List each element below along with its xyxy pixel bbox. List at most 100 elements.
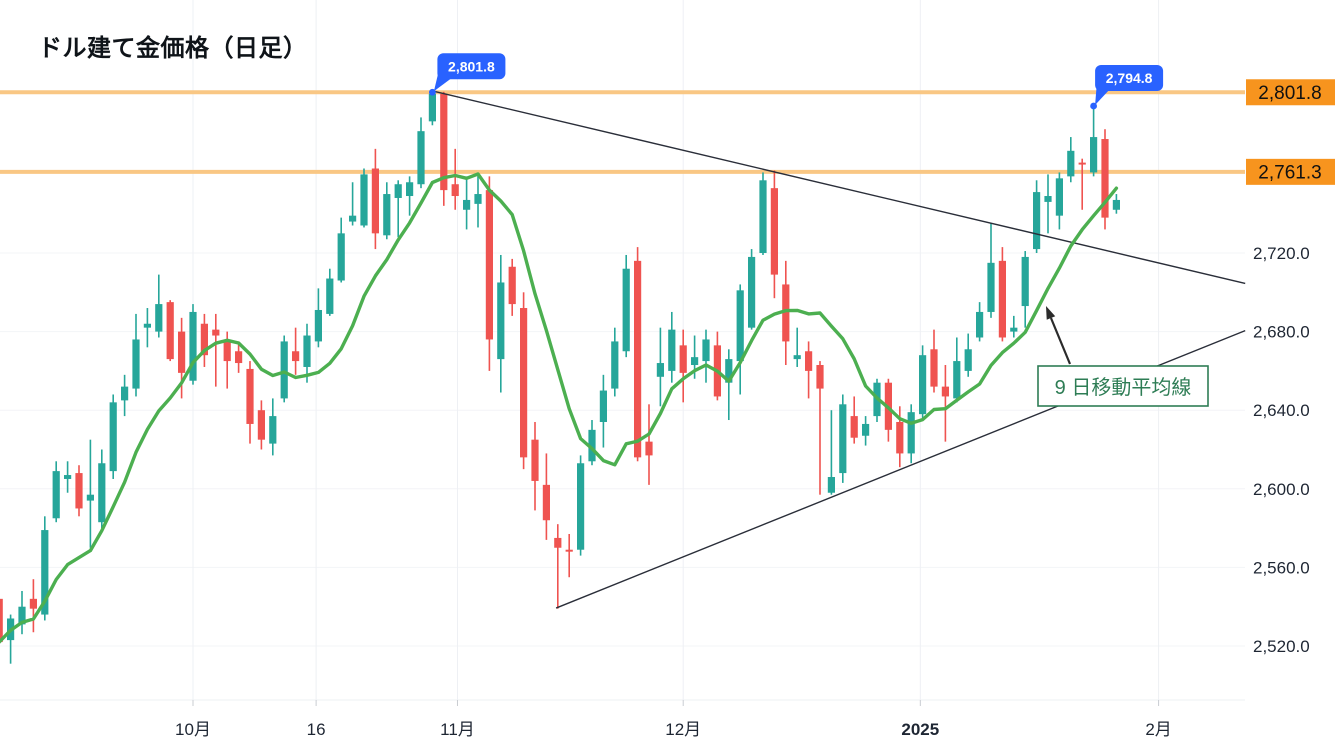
candle-body bbox=[246, 368, 254, 424]
candle-body bbox=[292, 351, 300, 362]
candle-body bbox=[280, 341, 288, 399]
candle-body bbox=[166, 302, 174, 360]
candle-body bbox=[189, 311, 197, 381]
ma-line bbox=[0, 172, 1119, 644]
candle-wick bbox=[557, 524, 559, 609]
candle-body bbox=[75, 473, 83, 509]
candle-body bbox=[485, 190, 493, 340]
candle-body bbox=[1101, 139, 1109, 218]
candle-body bbox=[1112, 199, 1120, 210]
chart-title: ドル建て金価格（日足） bbox=[38, 35, 308, 62]
candle-body bbox=[497, 282, 505, 360]
candle-body bbox=[987, 262, 995, 312]
candle-body bbox=[360, 174, 368, 226]
callout-balloon[interactable] bbox=[437, 53, 506, 80]
candle-body bbox=[1010, 327, 1018, 332]
candle-body bbox=[998, 260, 1006, 338]
candle-body bbox=[269, 416, 277, 444]
candle-body bbox=[371, 168, 379, 234]
candle-body bbox=[1067, 150, 1075, 177]
candle-wick bbox=[796, 327, 798, 367]
candle-body bbox=[394, 184, 402, 198]
candle-body bbox=[656, 363, 664, 377]
candle-body bbox=[474, 194, 482, 204]
candle-body bbox=[440, 93, 448, 191]
candle-body bbox=[816, 365, 824, 389]
candle-body bbox=[200, 323, 208, 356]
candle-body bbox=[257, 410, 265, 440]
callout-label: 2,801.8 bbox=[448, 58, 495, 74]
candle-body bbox=[668, 329, 676, 371]
y-axis-tick-label: 2,680.0 bbox=[1253, 323, 1310, 342]
candle-body bbox=[98, 463, 106, 523]
candle-body bbox=[303, 335, 311, 367]
candle-body bbox=[463, 199, 471, 210]
ma-annotation-arrow[interactable] bbox=[1049, 317, 1072, 365]
candle-body bbox=[679, 345, 687, 373]
candle-body bbox=[0, 598, 3, 643]
candle-body bbox=[919, 355, 927, 415]
candle-body bbox=[611, 341, 619, 389]
candle-body bbox=[417, 131, 425, 185]
callout-anchor-dot bbox=[1090, 102, 1097, 110]
candle-wick bbox=[397, 180, 399, 238]
candle-body bbox=[907, 412, 915, 454]
callout-balloon[interactable] bbox=[1095, 65, 1164, 92]
price-line-label-box bbox=[1246, 158, 1335, 185]
x-axis-tick-label: 2025 bbox=[901, 720, 939, 739]
candle-body bbox=[178, 331, 186, 373]
x-axis-tick-label: 16 bbox=[307, 720, 326, 739]
ma-annotation-arrowhead bbox=[1046, 306, 1056, 320]
candle-body bbox=[702, 339, 710, 362]
candle-wick bbox=[89, 439, 92, 548]
candle-body bbox=[18, 606, 26, 625]
candle-body bbox=[383, 194, 391, 236]
candle-body bbox=[121, 386, 129, 401]
candle-body bbox=[599, 390, 607, 422]
price-line-label-box bbox=[1246, 79, 1335, 106]
price-line-label: 2,761.3 bbox=[1258, 162, 1321, 183]
candle-body bbox=[759, 180, 767, 253]
candle-body bbox=[953, 361, 961, 399]
candle-body bbox=[52, 471, 60, 519]
ma-annotation-label: 9 日移動平均線 bbox=[1055, 376, 1192, 399]
candle-body bbox=[941, 386, 949, 397]
candle-body bbox=[451, 184, 459, 197]
candle-body bbox=[565, 549, 573, 552]
candle-body bbox=[577, 463, 585, 550]
candle-body bbox=[736, 290, 744, 362]
trendline[interactable] bbox=[432, 90, 1246, 285]
candle-wick bbox=[408, 176, 411, 216]
candle-body bbox=[64, 475, 72, 479]
callout-anchor-dot bbox=[429, 88, 436, 96]
candle-wick bbox=[819, 361, 821, 495]
candle-body bbox=[143, 323, 151, 328]
candle-body bbox=[29, 598, 37, 609]
x-axis-tick-label: 2月 bbox=[1145, 720, 1171, 739]
candle-body bbox=[1021, 256, 1029, 307]
candle-body bbox=[132, 339, 140, 389]
candle-body bbox=[645, 441, 653, 456]
candle-wick bbox=[1013, 315, 1015, 338]
candle-body bbox=[964, 349, 972, 371]
candle-wick bbox=[1081, 158, 1083, 210]
candle-body bbox=[805, 351, 813, 371]
candle-body bbox=[86, 494, 94, 501]
candle-body bbox=[349, 215, 357, 222]
candle-body bbox=[725, 359, 733, 383]
candle-body bbox=[850, 416, 858, 438]
y-axis-tick-label: 2,640.0 bbox=[1253, 401, 1310, 420]
candle-body bbox=[41, 530, 49, 615]
candle-body bbox=[428, 93, 436, 122]
candle-body bbox=[542, 484, 550, 521]
candle-body bbox=[839, 404, 847, 474]
ma-annotation-box[interactable] bbox=[1037, 365, 1209, 407]
callout-label: 2,794.8 bbox=[1106, 70, 1153, 86]
candle-body bbox=[531, 439, 539, 481]
price-line-label: 2,801.8 bbox=[1258, 83, 1321, 104]
candle-body bbox=[827, 477, 835, 493]
candle-body bbox=[634, 260, 642, 458]
candle-wick bbox=[568, 533, 570, 578]
